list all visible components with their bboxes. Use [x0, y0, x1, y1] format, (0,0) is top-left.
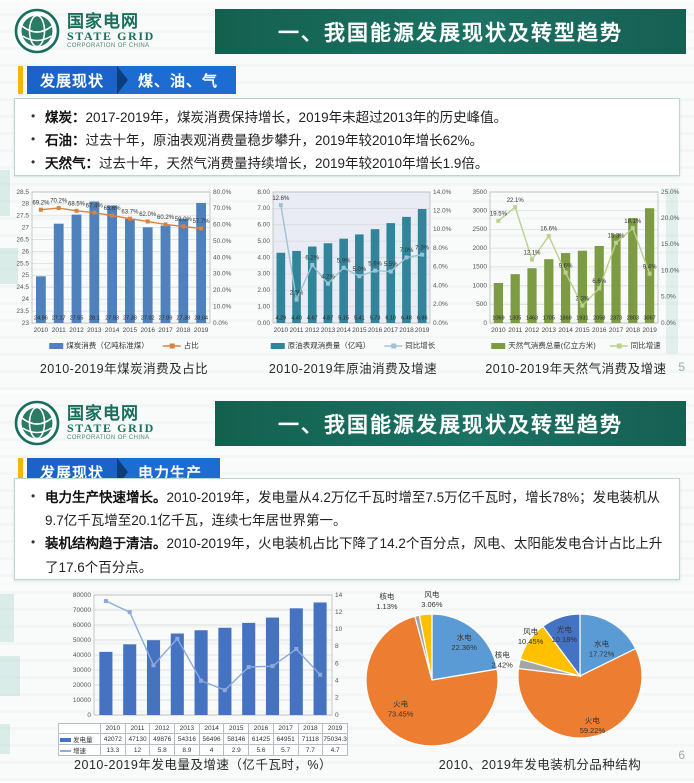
bullet-lead: 电力生产快速增长。	[45, 490, 167, 505]
decorative-strip	[0, 656, 20, 696]
slide-title: 一、我国能源发展现状及转型趋势	[215, 9, 686, 54]
gas-consumption-chart	[464, 182, 688, 354]
coal-consumption-chart	[8, 182, 240, 354]
generation-table: 2010 2011 2012 2013 2014 2015 2016 2017 2018 2019…	[58, 723, 348, 756]
bullet-item: 天然气：过去十年，天然气消费量持续增长，2019年较2010年增长1.9倍。	[29, 152, 665, 175]
decorative-strip	[0, 170, 10, 216]
slide-1: 国家电网 STATE GRID CORPORATION OF CHINA 一、我…	[0, 2, 694, 390]
chevron-right-icon	[117, 66, 129, 94]
generation-chart-caption: 2010-2019年发电量及增速（亿千瓦时，%）	[74, 758, 332, 772]
bullet-text: 2017-2019年，煤炭消费保持增长，2019年未超过2013年的历史峰值。	[85, 110, 508, 125]
state-grid-logo: 国家电网 STATE GRID CORPORATION OF CHINA	[14, 8, 155, 54]
generation-chart	[58, 585, 348, 723]
bullet-list: 电力生产快速增长。2010-2019年，发电量从4.2万亿千瓦时增至7.5万亿千…	[29, 486, 665, 579]
decorative-strip	[0, 594, 14, 642]
oil-chart-caption: 2010-2019年原油消费及增速	[268, 362, 438, 376]
tag-right-label: 煤、油、气	[128, 66, 237, 94]
capacity-pies-caption: 2010、2019年发电装机分品种结构	[438, 758, 642, 772]
generation-data-table: 2010 2011 2012 2013 2014 2015 2016 2017 2018 2019…	[58, 723, 348, 756]
tag-left-label: 发展现状	[27, 66, 118, 94]
page-number: 5	[678, 360, 685, 374]
tag-accent-bar	[18, 66, 23, 94]
logo-en: STATE GRID	[67, 29, 155, 44]
bullet-list: 煤炭：2017-2019年，煤炭消费保持增长，2019年未超过2013年的历史峰…	[29, 106, 665, 176]
capacity-pie-2010	[348, 588, 505, 749]
bullet-text: 2010-2019年，发电量从4.2万亿千瓦时增至7.5万亿千瓦时，增长78%；…	[45, 490, 661, 529]
state-grid-emblem-icon	[14, 400, 60, 446]
bullet-item: 装机结构趋于清洁。2010-2019年，火电装机占比下降了14.2个百分点，风电…	[29, 532, 665, 578]
page-number: 6	[678, 748, 685, 762]
bar-legend-swatch	[60, 738, 71, 743]
decorative-strip	[0, 724, 10, 754]
state-grid-emblem-icon	[14, 8, 60, 54]
capacity-pie-2019	[480, 588, 690, 749]
logo-en: STATE GRID	[67, 421, 155, 436]
bullet-lead: 天然气：	[45, 156, 99, 172]
slide-title: 一、我国能源发展现状及转型趋势	[215, 401, 686, 446]
bullet-lead: 装机结构趋于清洁。	[45, 536, 167, 552]
line-legend-swatch	[60, 750, 71, 753]
bullet-text: 2010-2019年，火电装机占比下降了14.2个百分点，风电、太阳能发电合计占…	[45, 536, 663, 575]
section-tag: 发展现状 煤、油、气	[18, 66, 237, 94]
bullet-panel: 电力生产快速增长。2010-2019年，发电量从4.2万亿千瓦时增至7.5万亿千…	[14, 478, 680, 580]
gas-chart-caption: 2010-2019年天然气消费及增速	[485, 362, 667, 376]
bullet-lead: 石油：	[45, 133, 86, 149]
slide-2: 国家电网 STATE GRID CORPORATION OF CHINA 一、我…	[0, 394, 694, 781]
logo-text: 国家电网 STATE GRID CORPORATION OF CHINA	[67, 11, 155, 50]
oil-consumption-chart	[246, 182, 460, 354]
bullet-text: 过去十年，天然气消费量持续增长，2019年较2010年增长1.9倍。	[99, 156, 489, 172]
coal-chart-caption: 2010-2019年煤炭消费及占比	[39, 362, 209, 376]
logo-cn: 国家电网	[67, 11, 139, 31]
logo-text: 国家电网 STATE GRID CORPORATION OF CHINA	[67, 403, 155, 442]
bullet-item: 石油：过去十年，原油表观消费量稳步攀升，2019年较2010年增长62%。	[29, 129, 665, 152]
bullet-panel: 煤炭：2017-2019年，煤炭消费保持增长，2019年未超过2013年的历史峰…	[14, 98, 680, 176]
logo-cn: 国家电网	[67, 403, 139, 423]
bullet-lead: 煤炭：	[45, 110, 86, 125]
bullet-item: 煤炭：2017-2019年，煤炭消费保持增长，2019年未超过2013年的历史峰…	[29, 106, 665, 129]
logo-sub: CORPORATION OF CHINA	[67, 43, 150, 50]
state-grid-logo: 国家电网 STATE GRID CORPORATION OF CHINA	[14, 400, 155, 446]
tag-accent-bar	[18, 458, 23, 486]
bullet-text: 过去十年，原油表观消费量稳步攀升，2019年较2010年增长62%。	[85, 133, 484, 149]
bullet-item: 电力生产快速增长。2010-2019年，发电量从4.2万亿千瓦时增至7.5万亿千…	[29, 486, 665, 532]
chevron-right-icon	[117, 458, 129, 486]
logo-sub: CORPORATION OF CHINA	[67, 435, 150, 442]
